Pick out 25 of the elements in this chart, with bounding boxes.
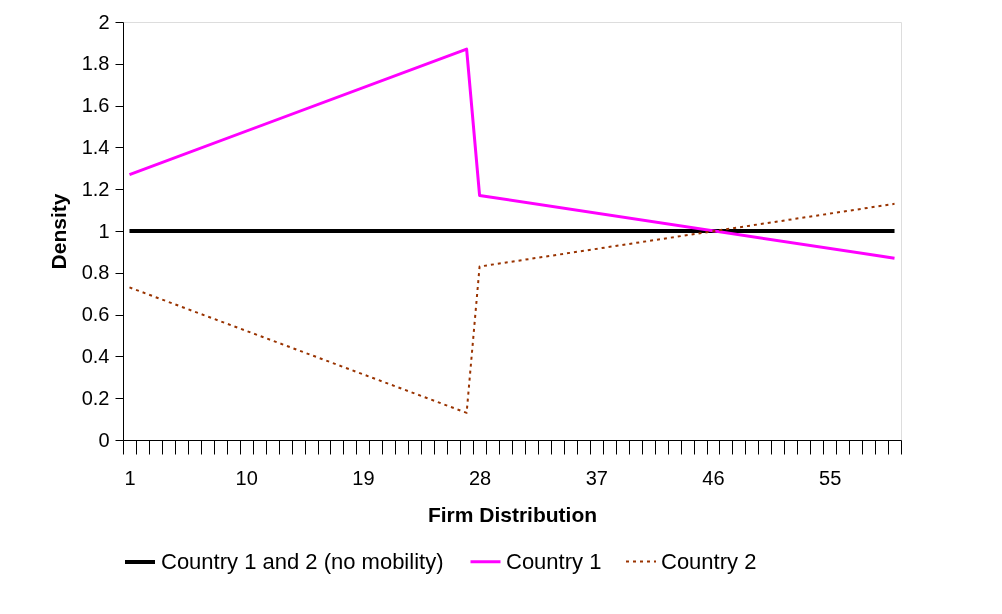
y-tick-label: 2 xyxy=(98,10,110,33)
y-tick-label: 1.4 xyxy=(81,135,110,158)
y-tick-label: 1.6 xyxy=(81,94,110,117)
legend-label: Country 1 and 2 (no mobility) xyxy=(161,549,444,574)
x-tick-label: 1 xyxy=(124,466,136,489)
x-tick-label: 37 xyxy=(585,466,608,489)
x-tick-label: 55 xyxy=(819,466,842,489)
x-tick-label: 10 xyxy=(235,466,258,489)
y-tick-label: 0 xyxy=(98,428,110,451)
y-tick-label: 0.2 xyxy=(81,386,110,409)
x-tick-label: 28 xyxy=(468,466,492,489)
y-tick-label: 1.2 xyxy=(81,177,110,200)
x-tick-label: 46 xyxy=(702,466,725,489)
y-tick-label: 0.4 xyxy=(81,344,110,367)
line-series xyxy=(127,47,897,260)
y-tick-label: 1.8 xyxy=(81,52,110,75)
legend-label: Country 2 xyxy=(661,548,757,574)
y-tick-label: 0.8 xyxy=(81,261,110,284)
x-tick-label: 19 xyxy=(352,466,375,489)
legend-label: Country 1 xyxy=(506,548,602,574)
x-axis-title: Firm Distribution xyxy=(427,502,598,526)
y-tick-label: 0.6 xyxy=(81,303,110,326)
line-series xyxy=(128,202,896,414)
y-tick-label: 1 xyxy=(98,219,110,242)
y-axis-title: Density xyxy=(46,193,70,270)
